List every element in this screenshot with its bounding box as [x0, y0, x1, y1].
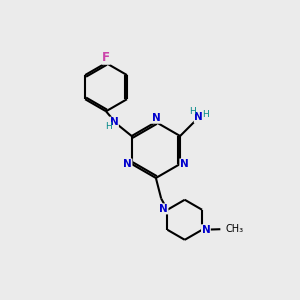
Text: CH₃: CH₃ — [226, 224, 244, 234]
Text: N: N — [159, 204, 168, 214]
Text: N: N — [110, 117, 118, 127]
Text: N: N — [180, 159, 189, 169]
Text: N: N — [194, 112, 203, 122]
Text: N: N — [123, 159, 132, 169]
Text: N: N — [152, 113, 160, 123]
Text: H: H — [202, 110, 208, 119]
Text: H: H — [189, 107, 196, 116]
Text: F: F — [102, 51, 110, 64]
Text: N: N — [202, 225, 210, 235]
Text: H: H — [105, 122, 112, 130]
